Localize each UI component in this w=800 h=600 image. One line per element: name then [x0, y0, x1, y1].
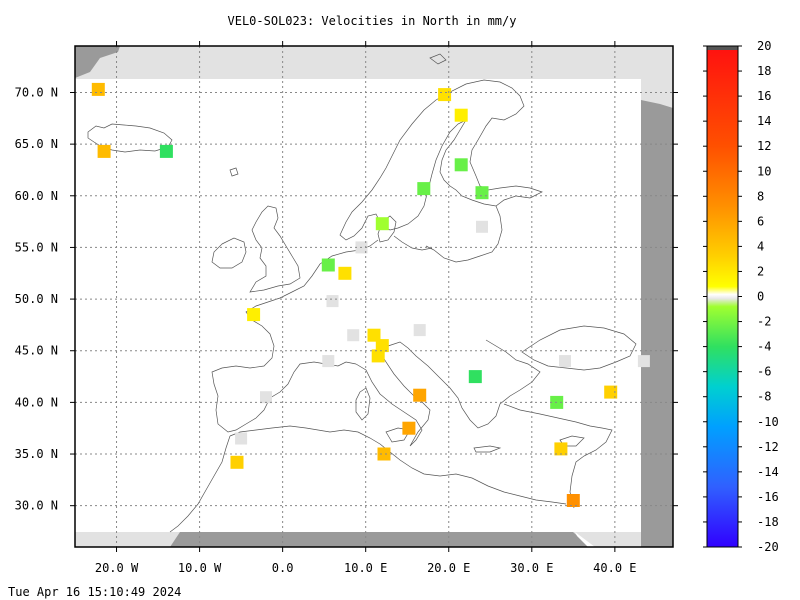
graticule [75, 46, 673, 547]
lon-tick-label-1: 10.0 W [178, 561, 222, 575]
red-sea-gap [575, 532, 595, 547]
colorbar-tick-label-0: 20 [757, 39, 771, 53]
no-data-cell-5 [235, 432, 248, 445]
lat-tick-label-4: 50.0 N [15, 292, 58, 306]
velocity-cell-23 [566, 494, 580, 507]
colorbar-tick-label-18: -16 [757, 490, 779, 504]
velocity-cell-10 [338, 266, 352, 280]
lat-tick-label-2: 40.0 N [15, 395, 58, 409]
colorbar-tick-label-12: -4 [757, 340, 771, 354]
map-background [75, 46, 673, 547]
no-data-cell-6 [559, 355, 571, 368]
lat-tick-label-7: 65.0 N [15, 137, 58, 151]
lat-tick-label-1: 35.0 N [15, 447, 58, 461]
velocity-cell-13 [375, 339, 389, 353]
velocity-cell-0 [91, 82, 105, 96]
velocity-cell-17 [377, 447, 391, 461]
velocity-cell-8 [375, 217, 389, 231]
velocity-cell-16 [402, 421, 416, 435]
no-data-cell-7 [637, 355, 650, 368]
colorbar-tick-label-6: 8 [757, 189, 764, 203]
colorbar-tick-label-3: 14 [757, 114, 771, 128]
velocity-cell-9 [321, 258, 335, 272]
colorbar-tick-label-9: 2 [757, 264, 764, 278]
no-data-cells [235, 220, 650, 445]
lon-tick-label-0: 20.0 W [95, 561, 139, 575]
colorbar-tick-label-8: 4 [757, 239, 764, 253]
no-data-cell-3 [476, 220, 488, 233]
velocity-cell-21 [604, 385, 618, 399]
velocity-cell-4 [454, 108, 468, 122]
no-data-cell-0 [326, 295, 339, 308]
colorbar-tick-label-10: 0 [757, 290, 764, 304]
colorbar-tick-label-7: 6 [757, 214, 764, 228]
colorbar-tick-label-20: -20 [757, 540, 779, 554]
velocity-cell-3 [438, 88, 452, 102]
velocity-cell-19 [468, 370, 482, 384]
timestamp: Tue Apr 16 15:10:49 2024 [8, 585, 182, 599]
outside-domain-top [75, 46, 673, 79]
velocity-cell-11 [247, 308, 261, 322]
velocity-cell-14 [371, 349, 385, 363]
velocity-cell-12 [367, 328, 381, 342]
no-data-cell-2 [413, 324, 426, 337]
no-data-cell-8 [322, 355, 335, 368]
lon-tick-label-6: 40.0 E [593, 561, 636, 575]
colorbar-top-cap [707, 46, 738, 50]
velocity-cell-5 [417, 182, 431, 196]
colorbar-tick-label-4: 12 [757, 139, 771, 153]
no-data-south [170, 532, 590, 547]
map-axes: 20.0 W 10.0 W 0.0 10.0 E 20.0 E 30.0 E 40.0 E 3… [15, 41, 678, 575]
lat-tick-label-6: 60.0 N [15, 189, 58, 203]
colorbar-tick-label-11: -2 [757, 315, 771, 329]
no-data-greenland [75, 46, 120, 78]
lat-tick-label-8: 70.0 N [15, 85, 58, 99]
colorbar-tick-label-14: -8 [757, 390, 771, 404]
colorbar [707, 46, 738, 547]
colorbar-tick-label-13: -6 [757, 365, 771, 379]
colorbar-tick-label-19: -18 [757, 515, 779, 529]
lon-tick-label-4: 20.0 E [427, 561, 470, 575]
colorbar-tick-label-2: 16 [757, 89, 771, 103]
no-data-east [641, 120, 673, 547]
velocity-cell-22 [554, 442, 568, 456]
colorbar-tick-label-15: -10 [757, 415, 779, 429]
no-data-cell-4 [260, 391, 272, 404]
lat-tick-label-5: 55.0 N [15, 240, 58, 254]
lat-tick-label-3: 45.0 N [15, 344, 58, 358]
no-data-cell-1 [347, 329, 360, 342]
chart-title: VEL0-SOL023: Velocities in North in mm/y [227, 14, 517, 28]
lon-tick-label-2: 0.0 [272, 561, 294, 575]
velocity-cell-18 [230, 455, 244, 469]
velocity-cell-15 [413, 388, 427, 402]
colorbar-ticks: 20181614121086420-2-4-6-8-10-12-14-16-18… [703, 39, 779, 554]
map-frame [74, 45, 674, 548]
colorbar-tick-label-5: 10 [757, 164, 771, 178]
lon-tick-label-3: 10.0 E [344, 561, 387, 575]
no-data-northeast [641, 100, 673, 132]
colorbar-tick-label-16: -12 [757, 440, 779, 454]
velocity-cell-2 [159, 144, 173, 158]
velocity-cells [91, 82, 618, 507]
lat-tick-label-0: 30.0 N [15, 499, 58, 513]
velocity-cell-1 [97, 144, 111, 158]
colorbar-tick-label-17: -14 [757, 465, 779, 479]
velocity-cell-6 [454, 158, 468, 172]
lon-tick-label-5: 30.0 E [510, 561, 553, 575]
velocity-cell-7 [475, 186, 489, 200]
colorbar-tick-label-1: 18 [757, 64, 771, 78]
